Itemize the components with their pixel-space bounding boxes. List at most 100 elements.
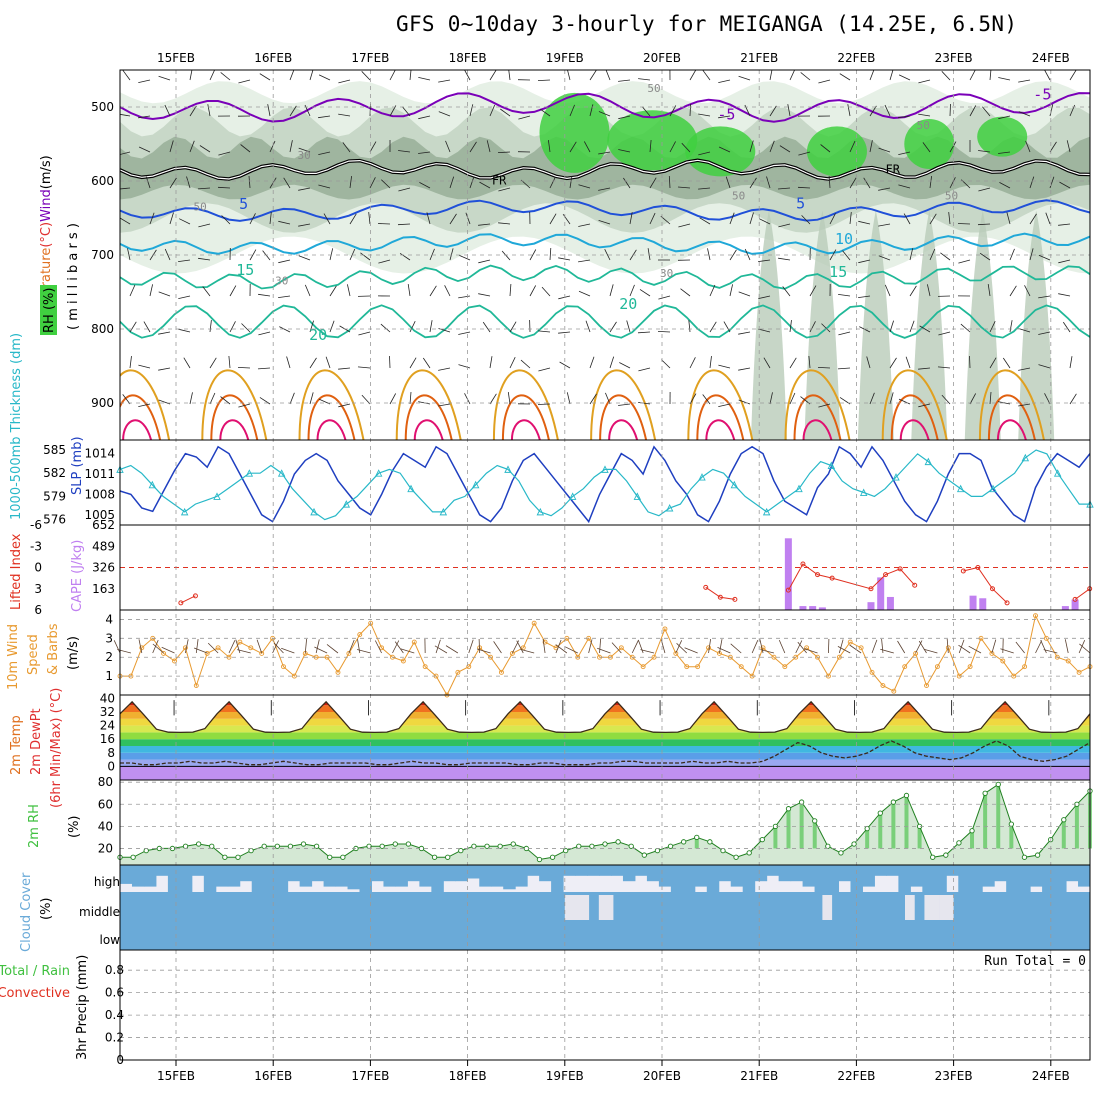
wind-barb <box>220 396 231 405</box>
temp-band <box>120 766 1090 780</box>
wind-barb <box>1062 321 1071 333</box>
wind-barb <box>566 392 571 405</box>
wind10m-point <box>934 664 940 670</box>
wind-barb <box>769 140 775 153</box>
wind-barb <box>878 223 891 227</box>
rh-point <box>209 843 215 849</box>
wind10m-point <box>695 664 701 670</box>
rh-point <box>143 847 149 854</box>
wind10m-point <box>204 650 210 656</box>
contour-label: 5 <box>239 195 248 213</box>
rh-peaks <box>694 784 1092 849</box>
cape-bar <box>979 598 987 610</box>
wind10m-point <box>869 669 875 675</box>
wind-barb <box>538 367 551 372</box>
wind-barb <box>1002 357 1011 369</box>
wind10m-barb <box>392 640 400 654</box>
cloud-high-bar <box>922 865 935 892</box>
wind-barb <box>977 223 991 226</box>
wind-barb <box>509 357 516 369</box>
wind-barb <box>249 213 256 225</box>
li-point <box>1004 600 1010 606</box>
rh-point <box>471 843 477 849</box>
rh-point <box>392 841 398 847</box>
rh-point <box>130 854 136 860</box>
temp-arch <box>210 394 259 440</box>
contour-label: 30 <box>660 267 673 280</box>
wind10m-point <box>411 639 417 645</box>
wind10m-point <box>673 650 679 656</box>
wind-barb <box>548 140 551 153</box>
wind-barb <box>438 403 451 407</box>
wind-barb <box>858 220 871 225</box>
wind10m-barb <box>958 639 965 654</box>
rh-point <box>313 843 320 849</box>
wind-barb <box>489 70 497 81</box>
wind10m-barb <box>400 648 415 654</box>
wind-barb <box>1009 285 1017 297</box>
thickness-marker <box>407 484 415 493</box>
temp-arch <box>899 419 930 440</box>
wind-barb <box>549 247 552 261</box>
rh-point <box>510 841 516 847</box>
rh-point <box>445 854 451 860</box>
wind10m-barb <box>235 639 241 654</box>
temp-arch <box>881 369 948 440</box>
wind-barb <box>539 108 551 117</box>
wind-barb <box>122 394 131 405</box>
wind-barb <box>749 177 757 189</box>
wind-barb <box>399 252 411 261</box>
wind-barb <box>937 366 951 369</box>
li-point <box>897 566 903 572</box>
li-point <box>800 561 806 567</box>
wind-barb <box>179 218 191 225</box>
wind10m-point <box>640 664 646 670</box>
wind10m-point <box>902 664 908 670</box>
temp-band <box>120 705 1090 712</box>
cloud-high-bar <box>443 865 456 882</box>
wind10m-barb <box>374 640 382 654</box>
wind-tick-label: 2 <box>105 650 113 664</box>
temp-arch <box>120 394 162 440</box>
wind10m-point <box>684 664 690 670</box>
wind-barb <box>707 248 711 261</box>
wind10m-point <box>891 688 897 694</box>
wind-barb <box>849 212 852 225</box>
rh-plume <box>964 210 1001 440</box>
rh-point <box>287 843 294 849</box>
temp2m-panel <box>119 700 1091 780</box>
wind-barb <box>218 151 231 156</box>
rh-point <box>694 834 700 841</box>
cloud-high-bar <box>311 865 325 882</box>
wind-barb <box>1009 320 1013 333</box>
wind-barb <box>369 177 376 189</box>
wind-barb <box>777 187 791 190</box>
wind-barb <box>649 212 656 225</box>
wind10m-barb <box>760 649 775 654</box>
date-label-bottom: 15FEB <box>157 1069 195 1083</box>
wind10m-barb <box>849 644 862 654</box>
cape-bar <box>799 606 807 610</box>
wind10m-point <box>760 645 766 651</box>
wind-barb <box>918 367 931 370</box>
cloud-high-bar <box>131 865 145 887</box>
wind-barb <box>1058 293 1071 297</box>
grid <box>120 70 1090 1060</box>
thickness-marker <box>536 507 545 516</box>
li-point <box>703 584 709 590</box>
wind-barb <box>278 220 291 225</box>
cloud-high-bar <box>826 865 840 892</box>
temp-contour-15 <box>120 264 1090 290</box>
wind-barb <box>999 182 1011 189</box>
temp-arch <box>978 369 1045 440</box>
wind-barb <box>357 366 371 369</box>
temp-arch <box>987 394 1036 440</box>
cloud-high-bar <box>814 865 828 892</box>
cloud-high-bar <box>203 865 217 892</box>
temp-ylabel-part: (6hr Min/Max) (°C) <box>49 688 64 808</box>
run-total-text: Run Total = 0 <box>984 954 1086 969</box>
cloud-high-bar <box>862 865 875 887</box>
wind10m-barb <box>838 639 844 654</box>
date-label-bottom: 21FEB <box>740 1069 778 1083</box>
wind-barb <box>419 182 431 189</box>
